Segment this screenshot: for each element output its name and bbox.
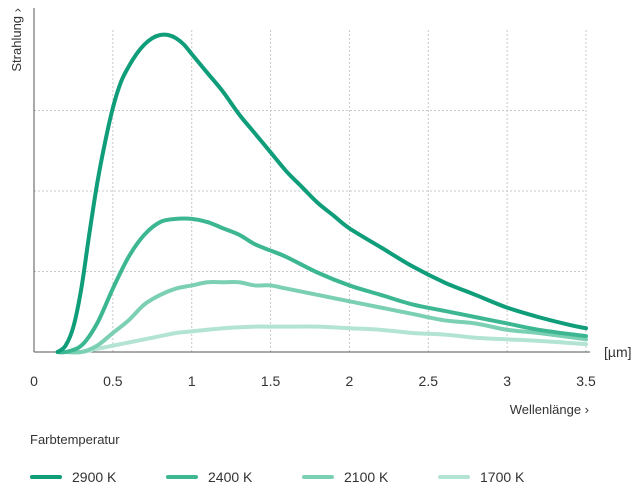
series-layer <box>55 32 588 355</box>
x-axis-label-text: Wellenlänge <box>510 402 581 417</box>
x-axis-label: Wellenlänge › <box>510 402 589 417</box>
legend-label: 1700 K <box>480 469 525 485</box>
legend-item: 2400 K <box>166 469 302 485</box>
chart: 0 0.5 1 1.5 2 2.5 3 3.5 Strahlung › [µm] Wellen… <box>9 8 632 417</box>
y-axis-label-text: Strahlung <box>9 16 24 72</box>
x-tick-label: 2 <box>346 373 354 389</box>
legend-swatch <box>166 475 198 479</box>
grid <box>34 30 587 352</box>
legend-item: 1700 K <box>438 469 574 485</box>
x-tick-labels: 0 0.5 1 1.5 2 2.5 3 3.5 <box>30 373 596 389</box>
legend: Farbtemperatur 2900 K 2400 K 2100 K 1700 K <box>30 432 620 485</box>
legend-swatch <box>30 475 62 479</box>
y-axis-label: Strahlung › <box>9 8 24 72</box>
series-line-2400k <box>55 216 588 355</box>
x-tick-label: 1.5 <box>261 373 281 389</box>
series-line-1700k <box>55 324 588 355</box>
legend-label: 2400 K <box>208 469 253 485</box>
legend-items: 2900 K 2400 K 2100 K 1700 K <box>30 469 620 485</box>
x-tick-label: 0 <box>30 373 38 389</box>
x-tick-label: 3 <box>503 373 511 389</box>
x-tick-label: 0.5 <box>103 373 123 389</box>
series-line-2900k <box>55 32 588 354</box>
x-tick-label: 1 <box>188 373 196 389</box>
legend-swatch <box>438 475 470 479</box>
series-line-2100k <box>55 280 588 355</box>
legend-swatch <box>302 475 334 479</box>
legend-label: 2100 K <box>344 469 389 485</box>
x-tick-label: 2.5 <box>419 373 439 389</box>
x-unit-label: [µm] <box>604 344 632 360</box>
legend-label: 2900 K <box>72 469 117 485</box>
legend-title: Farbtemperatur <box>30 432 120 447</box>
legend-item: 2900 K <box>30 469 166 485</box>
x-tick-label: 3.5 <box>576 373 596 389</box>
legend-item: 2100 K <box>302 469 438 485</box>
